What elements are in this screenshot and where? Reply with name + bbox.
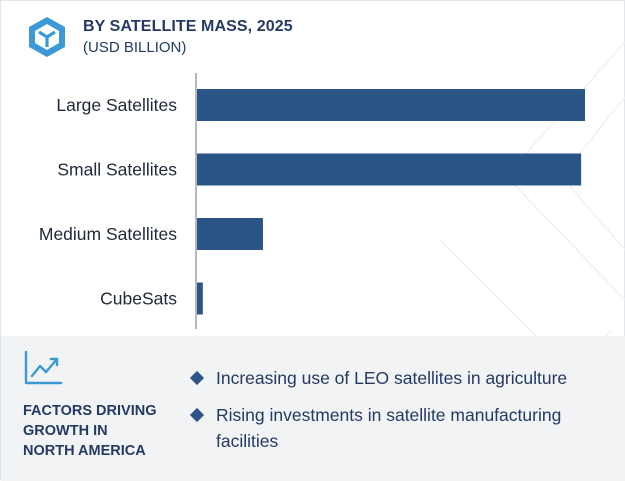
cube-logo-icon — [29, 17, 65, 57]
factors-heading-line: FACTORS DRIVING — [23, 403, 157, 419]
factors-heading: FACTORS DRIVING GROWTH IN NORTH AMERICA — [23, 401, 183, 461]
factors-heading-line: NORTH AMERICA — [23, 443, 146, 459]
bar — [197, 218, 263, 250]
bar-chart: Large Satellites Small Satellites Medium S… — [39, 73, 585, 329]
footer-panel — [1, 336, 625, 481]
chart-title: BY SATELLITE MASS, 2025 — [83, 18, 293, 35]
factor-bullet-text: Rising investments in satellite manufact… — [216, 405, 562, 451]
category-label: Large Satellites — [56, 95, 177, 115]
bar — [197, 89, 585, 121]
bar — [197, 153, 582, 186]
chart-subtitle: (USD BILLION) — [83, 39, 187, 56]
category-label: Medium Satellites — [39, 224, 177, 244]
factor-bullet-text: Increasing use of LEO satellites in agri… — [216, 368, 568, 388]
category-label: Small Satellites — [57, 160, 177, 180]
category-label: CubeSats — [100, 289, 177, 309]
factors-heading-line: GROWTH IN — [23, 423, 108, 439]
trend-line-icon — [24, 350, 63, 385]
bar — [197, 282, 203, 315]
